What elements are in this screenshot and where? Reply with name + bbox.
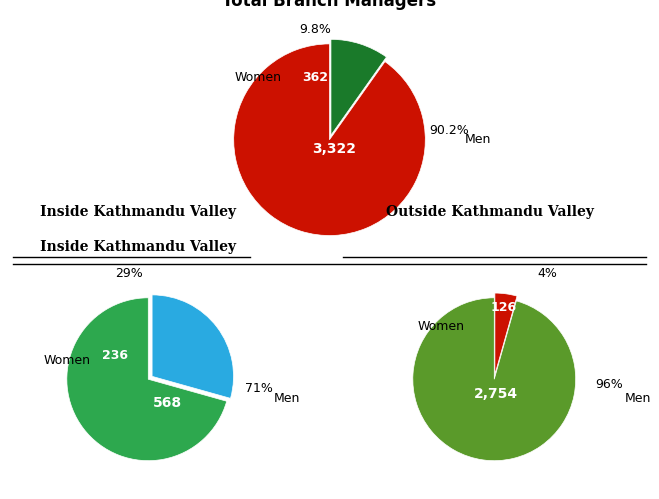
Text: Men: Men — [625, 392, 651, 405]
Text: Outside Kathmandu Valley: Outside Kathmandu Valley — [386, 206, 594, 220]
Wedge shape — [152, 295, 233, 398]
Wedge shape — [331, 39, 386, 135]
Text: 29%: 29% — [115, 267, 143, 280]
Text: 568: 568 — [153, 396, 182, 410]
Title: Total Branch Managers: Total Branch Managers — [223, 0, 436, 10]
Text: 90.2%: 90.2% — [430, 124, 469, 137]
Text: Men: Men — [465, 133, 491, 146]
Text: Inside Kathmandu Valley: Inside Kathmandu Valley — [40, 240, 237, 254]
Text: Women: Women — [234, 71, 281, 84]
Text: 2,754: 2,754 — [474, 387, 518, 401]
Text: 96%: 96% — [595, 378, 623, 391]
Wedge shape — [234, 44, 425, 236]
Wedge shape — [495, 293, 517, 374]
Text: 71%: 71% — [244, 382, 272, 395]
Text: Women: Women — [43, 354, 90, 367]
Text: 3,322: 3,322 — [312, 142, 357, 156]
Text: 236: 236 — [101, 349, 128, 362]
Text: Inside Kathmandu Valley: Inside Kathmandu Valley — [40, 206, 237, 220]
Text: 362: 362 — [302, 71, 328, 84]
Text: 126: 126 — [491, 301, 517, 314]
Wedge shape — [413, 298, 576, 461]
Wedge shape — [67, 298, 227, 461]
Text: 9.8%: 9.8% — [299, 23, 331, 36]
Text: Women: Women — [418, 320, 465, 333]
Text: Men: Men — [274, 392, 301, 405]
Text: 4%: 4% — [537, 267, 557, 280]
